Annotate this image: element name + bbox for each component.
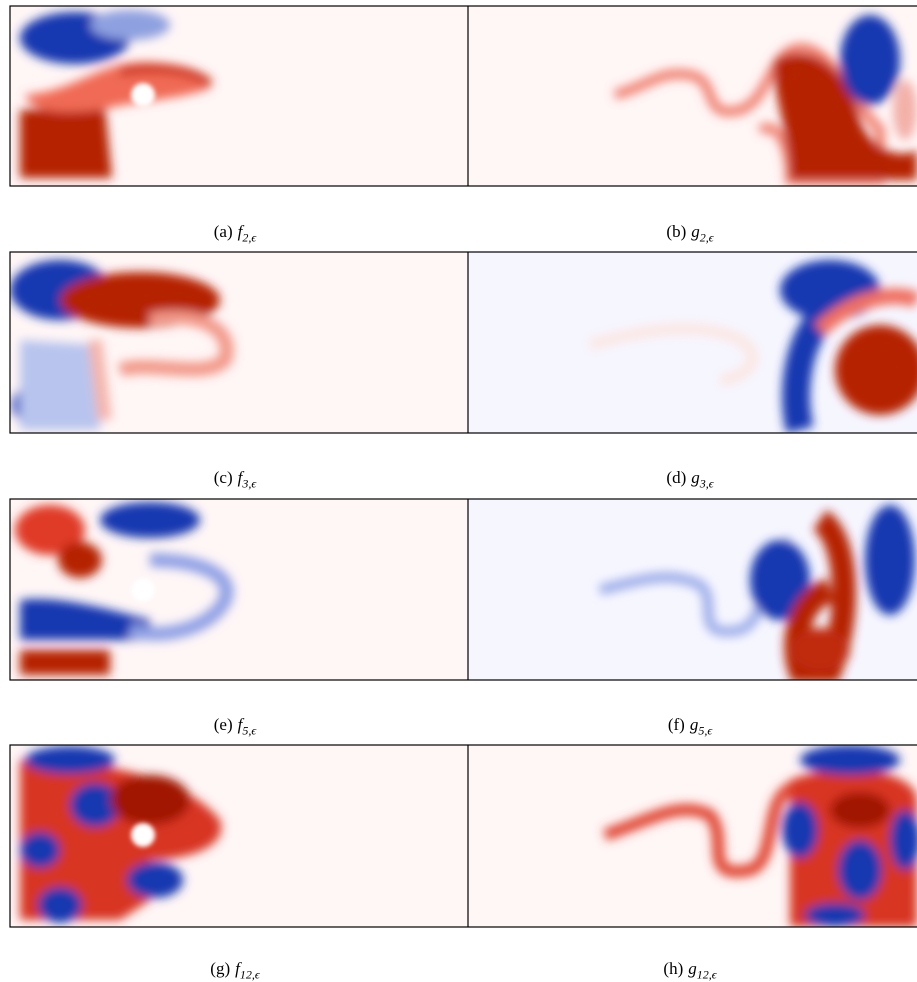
caption-symbol: g	[691, 468, 700, 487]
caption-subscript: 12,ϵ	[697, 967, 717, 981]
caption-label: (f)	[668, 715, 685, 734]
field-f	[468, 499, 917, 680]
caption-label: (b)	[666, 222, 686, 241]
caption-subscript: 3,ϵ	[242, 476, 256, 490]
page: (a)f2,ϵ(b)g2,ϵ(c)f3,ϵ(d)g3,ϵ(e)f5,ϵ(f)g5…	[0, 0, 917, 980]
caption: (h) g12,ϵ	[540, 959, 840, 982]
caption-symbol: g	[688, 959, 697, 978]
caption: (f)g5,ϵ	[540, 715, 840, 738]
caption-subscript: 3,ϵ	[700, 476, 714, 490]
caption: (b) g2,ϵ	[540, 222, 840, 245]
caption-label: (d)	[666, 468, 686, 487]
caption: (g)f12,ϵ	[85, 959, 385, 982]
field-h	[468, 745, 917, 927]
field-c	[10, 252, 468, 433]
caption-subscript: 5,ϵ	[698, 723, 712, 737]
caption: (c)f3,ϵ	[85, 468, 385, 491]
field-d	[468, 252, 917, 433]
field-e	[10, 499, 468, 680]
caption-label: (g)	[210, 959, 230, 978]
caption-label: (a)	[214, 222, 233, 241]
field-b	[468, 6, 917, 186]
caption: (e)f5,ϵ	[85, 715, 385, 738]
caption: (d) g3,ϵ	[540, 468, 840, 491]
field-g	[10, 745, 468, 927]
caption-label: (e)	[214, 715, 233, 734]
caption-subscript: 5,ϵ	[242, 723, 256, 737]
field-a	[10, 6, 468, 186]
caption-symbol: g	[691, 222, 700, 241]
caption-subscript: 2,ϵ	[242, 230, 256, 244]
caption-subscript: 12,ϵ	[240, 967, 260, 981]
caption-subscript: 2,ϵ	[700, 230, 714, 244]
caption-label: (h)	[663, 959, 683, 978]
caption: (a)f2,ϵ	[85, 222, 385, 245]
caption-label: (c)	[214, 468, 233, 487]
